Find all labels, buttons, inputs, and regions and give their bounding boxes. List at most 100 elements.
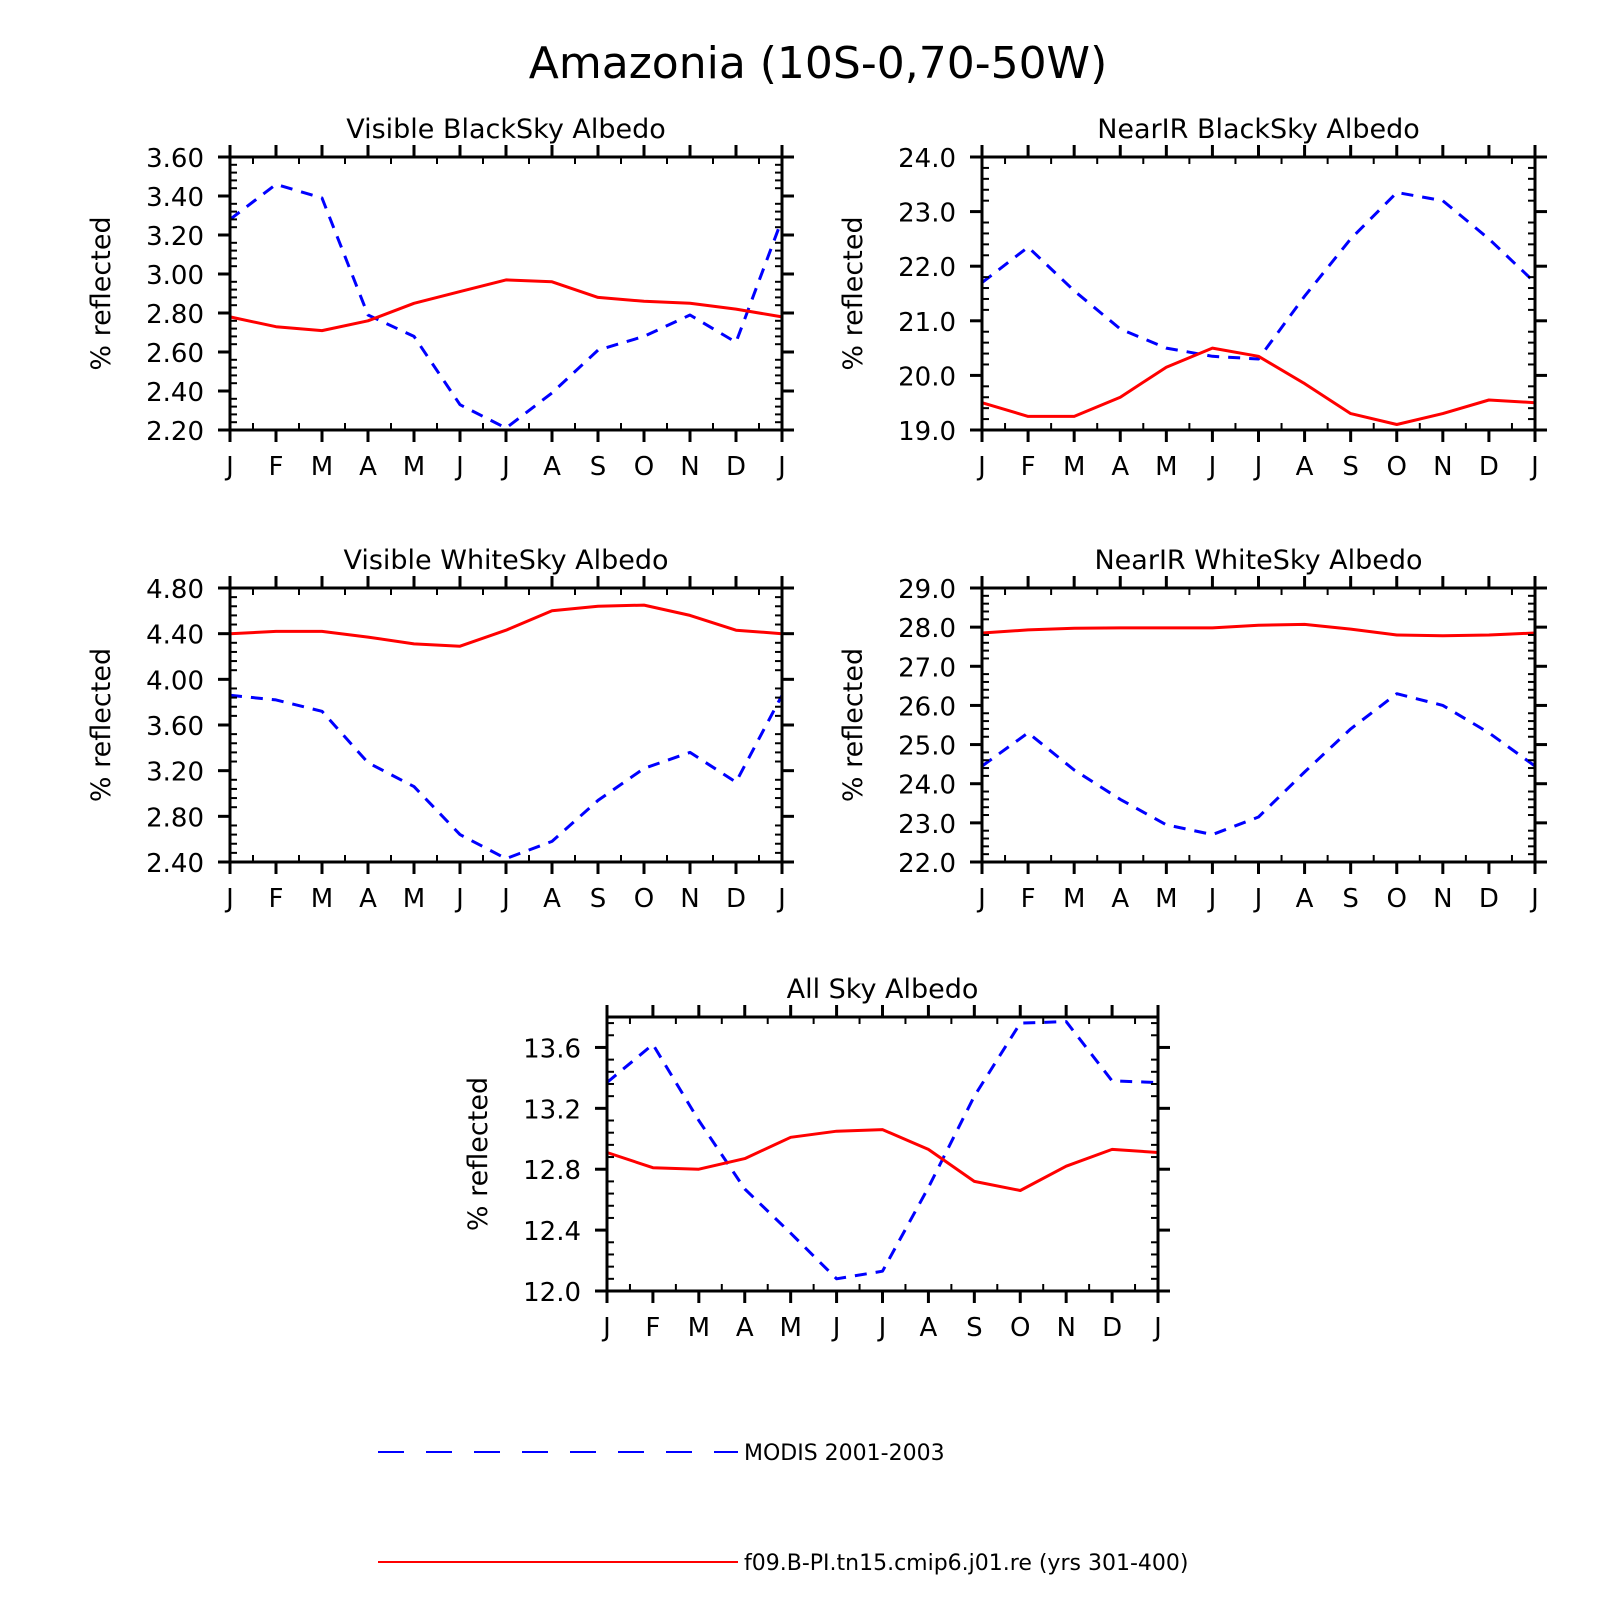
x-tick-label: F xyxy=(1021,452,1036,482)
x-tick-label: N xyxy=(1433,884,1452,914)
x-tick-label: D xyxy=(1479,884,1499,914)
x-tick-label: J xyxy=(1253,884,1263,914)
series-line-modis xyxy=(229,693,784,861)
y-tick-label: 27.0 xyxy=(898,653,956,683)
x-tick-label: O xyxy=(1387,452,1407,482)
x-tick-label: J xyxy=(877,1313,887,1343)
y-axis-label: % reflected xyxy=(838,216,869,370)
x-tick-label: J xyxy=(776,452,786,482)
x-tick-label: J xyxy=(976,452,986,482)
x-tick-label: S xyxy=(966,1313,983,1343)
x-tick-label: N xyxy=(680,452,699,482)
legend-label: MODIS 2001-2003 xyxy=(744,1441,945,1466)
x-tick-label: M xyxy=(311,884,333,914)
x-tick-label: N xyxy=(680,884,699,914)
x-tick-label: J xyxy=(224,452,234,482)
y-tick-label: 26.0 xyxy=(898,692,956,722)
y-axis-label: % reflected xyxy=(463,1077,494,1231)
x-tick-label: D xyxy=(726,884,746,914)
series-line-modis xyxy=(981,191,1537,361)
y-tick-label: 19.0 xyxy=(898,417,956,447)
series-line-model xyxy=(606,1128,1159,1192)
series-line-modis xyxy=(981,692,1536,837)
y-tick-label: 20.0 xyxy=(898,362,956,392)
y-tick-label: 2.80 xyxy=(146,803,204,833)
y-tick-label: 21.0 xyxy=(898,308,956,338)
x-tick-label: A xyxy=(359,452,377,482)
series-line-modis xyxy=(606,1020,1159,1281)
series-line-model xyxy=(229,278,783,333)
panel-title: All Sky Albedo xyxy=(787,974,979,1005)
legend-label: f09.B-PI.tn15.cmip6.j01.re (yrs 301-400) xyxy=(744,1551,1188,1576)
x-tick-label: S xyxy=(590,452,607,482)
x-tick-label: J xyxy=(831,1313,841,1343)
x-tick-label: F xyxy=(269,884,284,914)
x-tick-label: D xyxy=(1102,1313,1122,1343)
x-tick-label: M xyxy=(1063,884,1085,914)
series-line-model xyxy=(981,622,1536,638)
x-tick-label: J xyxy=(976,884,986,914)
x-tick-label: A xyxy=(1111,884,1129,914)
y-tick-label: 4.00 xyxy=(146,666,204,696)
y-tick-label: 2.40 xyxy=(146,378,204,408)
x-tick-label: J xyxy=(1253,452,1263,482)
y-tick-label: 12.0 xyxy=(523,1278,581,1308)
x-tick-label: A xyxy=(1111,452,1129,482)
x-tick-label: A xyxy=(736,1313,754,1343)
x-tick-label: D xyxy=(1479,452,1499,482)
series-line-modis xyxy=(229,182,784,430)
y-tick-label: 3.60 xyxy=(146,712,204,742)
y-tick-label: 12.4 xyxy=(523,1217,581,1247)
y-tick-label: 2.80 xyxy=(146,300,204,330)
x-tick-label: S xyxy=(1342,452,1359,482)
y-tick-label: 3.00 xyxy=(146,261,204,291)
x-tick-label: D xyxy=(726,452,746,482)
x-tick-label: S xyxy=(1342,884,1359,914)
y-tick-label: 4.80 xyxy=(146,575,204,605)
x-tick-label: M xyxy=(403,452,425,482)
panel-title: NearIR WhiteSky Albedo xyxy=(1094,545,1422,576)
y-tick-label: 3.20 xyxy=(146,222,204,252)
x-tick-label: O xyxy=(1010,1313,1030,1343)
x-tick-label: J xyxy=(454,884,464,914)
y-axis-label: % reflected xyxy=(86,216,117,370)
x-tick-label: M xyxy=(1155,452,1177,482)
x-tick-label: J xyxy=(500,884,510,914)
x-tick-label: J xyxy=(601,1313,611,1343)
panel-title: Visible WhiteSky Albedo xyxy=(343,545,668,576)
x-tick-label: J xyxy=(224,884,234,914)
y-tick-label: 2.60 xyxy=(146,339,204,369)
x-tick-label: O xyxy=(634,452,654,482)
y-tick-label: 25.0 xyxy=(898,732,956,762)
x-tick-label: A xyxy=(1296,452,1314,482)
x-tick-label: O xyxy=(1387,884,1407,914)
y-tick-label: 28.0 xyxy=(898,614,956,644)
y-tick-label: 4.40 xyxy=(146,621,204,651)
x-tick-label: J xyxy=(1207,884,1217,914)
series-line-model xyxy=(981,346,1536,426)
y-axis-label: % reflected xyxy=(86,648,117,802)
y-tick-label: 24.0 xyxy=(898,771,956,801)
x-tick-label: J xyxy=(1529,884,1539,914)
series-line-model xyxy=(229,603,783,648)
y-axis-label: % reflected xyxy=(838,648,869,802)
x-tick-label: J xyxy=(776,884,786,914)
x-tick-label: S xyxy=(590,884,607,914)
x-tick-label: M xyxy=(403,884,425,914)
x-tick-label: M xyxy=(311,452,333,482)
x-tick-label: N xyxy=(1433,452,1452,482)
x-tick-label: J xyxy=(1529,452,1539,482)
x-tick-label: M xyxy=(1063,452,1085,482)
y-tick-label: 22.0 xyxy=(898,849,956,879)
panel-title: NearIR BlackSky Albedo xyxy=(1097,114,1420,145)
x-tick-label: J xyxy=(1152,1313,1162,1343)
x-tick-label: F xyxy=(269,452,284,482)
y-tick-label: 24.0 xyxy=(898,144,956,174)
x-tick-label: M xyxy=(779,1313,801,1343)
x-tick-label: A xyxy=(359,884,377,914)
